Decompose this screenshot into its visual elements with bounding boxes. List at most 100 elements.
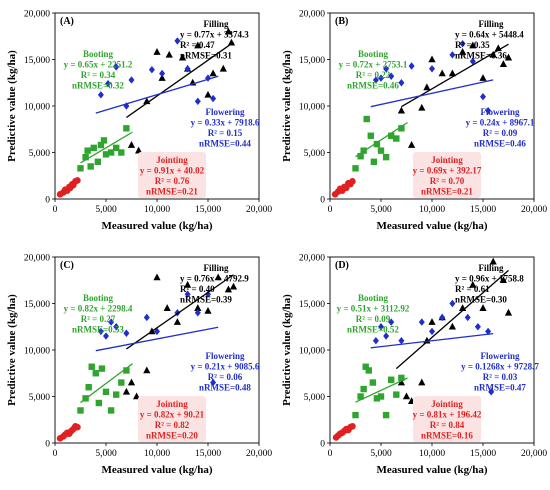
flowering-point: [408, 62, 415, 70]
y-tick-label: 5,000: [29, 393, 51, 403]
x-tick-label: 20,000: [521, 449, 547, 459]
filling-point: [229, 282, 238, 290]
flowering-equation: y = 0.1268x + 9728.7: [461, 362, 539, 372]
jointing-label: Jointing: [431, 155, 463, 165]
flowering-point: [108, 318, 115, 326]
flowering-point: [388, 318, 395, 326]
filling-point: [165, 50, 173, 58]
booting-point: [82, 153, 89, 161]
filling-point: [153, 273, 161, 281]
booting-fit-line: [80, 363, 133, 404]
x-tick-label: 15,000: [195, 449, 221, 459]
jointing-point: [349, 422, 356, 430]
y-tick-label: 20,000: [24, 253, 50, 263]
y-tick-label: 15,000: [299, 56, 325, 66]
flowering-point: [429, 327, 435, 336]
flowering-equation: y = 0.33x + 7918.6: [191, 118, 260, 128]
jointing-r2: R² = 0.84: [430, 420, 465, 430]
filling-point: [408, 141, 416, 148]
y-tick-label: 0: [320, 195, 325, 205]
x-tick-label: 10,000: [144, 449, 170, 459]
booting-point: [95, 399, 103, 407]
flowering-point: [194, 97, 201, 106]
filling-nrmse: nRMSE=0.39: [180, 295, 232, 305]
booting-point: [382, 411, 390, 419]
flowering-point: [205, 74, 211, 82]
jointing-equation: y = 0.91x + 40.02: [140, 166, 205, 176]
jointing-equation: y = 0.69x + 392.17: [413, 166, 482, 176]
flowering-equation: y = 0.24x + 8967.1: [466, 118, 535, 128]
x-axis-label: Measured value (kg/ha): [101, 220, 212, 232]
x-tick-label: 0: [328, 205, 333, 215]
filling-point: [504, 308, 513, 316]
filling-point: [204, 90, 212, 98]
flowering-point: [388, 72, 395, 80]
x-tick-label: 20,000: [246, 205, 272, 215]
filling-point: [163, 304, 171, 311]
y-tick-label: 5,000: [304, 393, 326, 403]
filling-label: Filling: [478, 19, 504, 29]
filling-point: [194, 41, 202, 49]
booting-point: [118, 379, 125, 386]
booting-nrmse: nRMSE=0.46: [347, 81, 399, 91]
booting-point: [102, 151, 110, 158]
x-axis-label: Measured value (kg/ha): [376, 220, 487, 232]
y-tick-label: 15,000: [24, 56, 50, 66]
booting-point: [388, 132, 395, 139]
filling-point: [428, 55, 436, 63]
panel-label: (C): [60, 260, 74, 271]
flowering-point: [480, 93, 486, 101]
jointing-equation: y = 0.82x + 90.21: [140, 410, 205, 420]
jointing-equation: y = 0.81x + 196.42: [413, 410, 482, 420]
booting-point: [87, 163, 94, 170]
filling-point: [418, 103, 426, 111]
flowering-point: [398, 79, 405, 87]
flowering-point: [97, 91, 104, 99]
flowering-point: [372, 337, 379, 345]
x-tick-label: 5,000: [370, 205, 392, 215]
flowering-point: [429, 65, 435, 73]
booting-equation: y = 0.51x + 3112.92: [337, 304, 410, 314]
filling-label: Filling: [203, 19, 229, 29]
booting-point: [382, 153, 390, 161]
y-tick-label: 5,000: [304, 149, 326, 159]
booting-point: [85, 384, 92, 391]
y-tick-label: 10,000: [24, 102, 50, 112]
booting-equation: y = 0.65x + 2251.2: [64, 60, 133, 70]
x-tick-label: 10,000: [144, 205, 170, 215]
booting-r2: R² = 0.09: [356, 314, 391, 324]
x-tick-label: 10,000: [419, 449, 445, 459]
filling-point: [143, 366, 151, 374]
booting-nrmse: nRMSE=0.53: [72, 325, 124, 335]
filling-point: [224, 285, 232, 293]
flowering-point: [143, 313, 150, 322]
booting-equation: y = 0.72x + 2753.1: [339, 60, 408, 70]
panel-d: 0 5,000 10,000 15,000 20,000 0 5,000 10,000 15,0…: [281, 253, 547, 476]
filling-fit-line: [126, 274, 234, 350]
jointing-point: [74, 423, 81, 431]
x-tick-label: 15,000: [195, 205, 221, 215]
filling-r2: R² = 0.47: [180, 40, 215, 50]
flowering-point: [159, 69, 166, 78]
filling-point: [158, 74, 166, 81]
booting-point: [77, 407, 84, 414]
jointing-nrmse: nRMSE=0.20: [146, 431, 198, 441]
y-tick-label: 20,000: [24, 9, 50, 19]
booting-point: [123, 367, 130, 374]
filling-point: [469, 41, 477, 49]
flowering-point: [105, 79, 112, 88]
panel-label: (A): [60, 16, 74, 27]
flowering-point: [449, 299, 456, 308]
filling-r2: R² = 0.61: [455, 284, 490, 294]
panel-b: 0 5,000 10,000 15,000 20,000 0 5,000 10,000 15,0…: [281, 9, 547, 232]
flowering-point: [210, 378, 217, 387]
booting-label: Booting: [358, 293, 389, 303]
booting-point: [373, 140, 381, 148]
jointing-fit-line: [332, 180, 354, 194]
booting-point: [357, 393, 364, 400]
jointing-label: Jointing: [156, 155, 188, 165]
filling-point: [224, 27, 232, 35]
jointing-nrmse: nRMSE=0.16: [421, 431, 473, 441]
flowering-point: [205, 290, 211, 298]
flowering-point: [485, 106, 492, 115]
